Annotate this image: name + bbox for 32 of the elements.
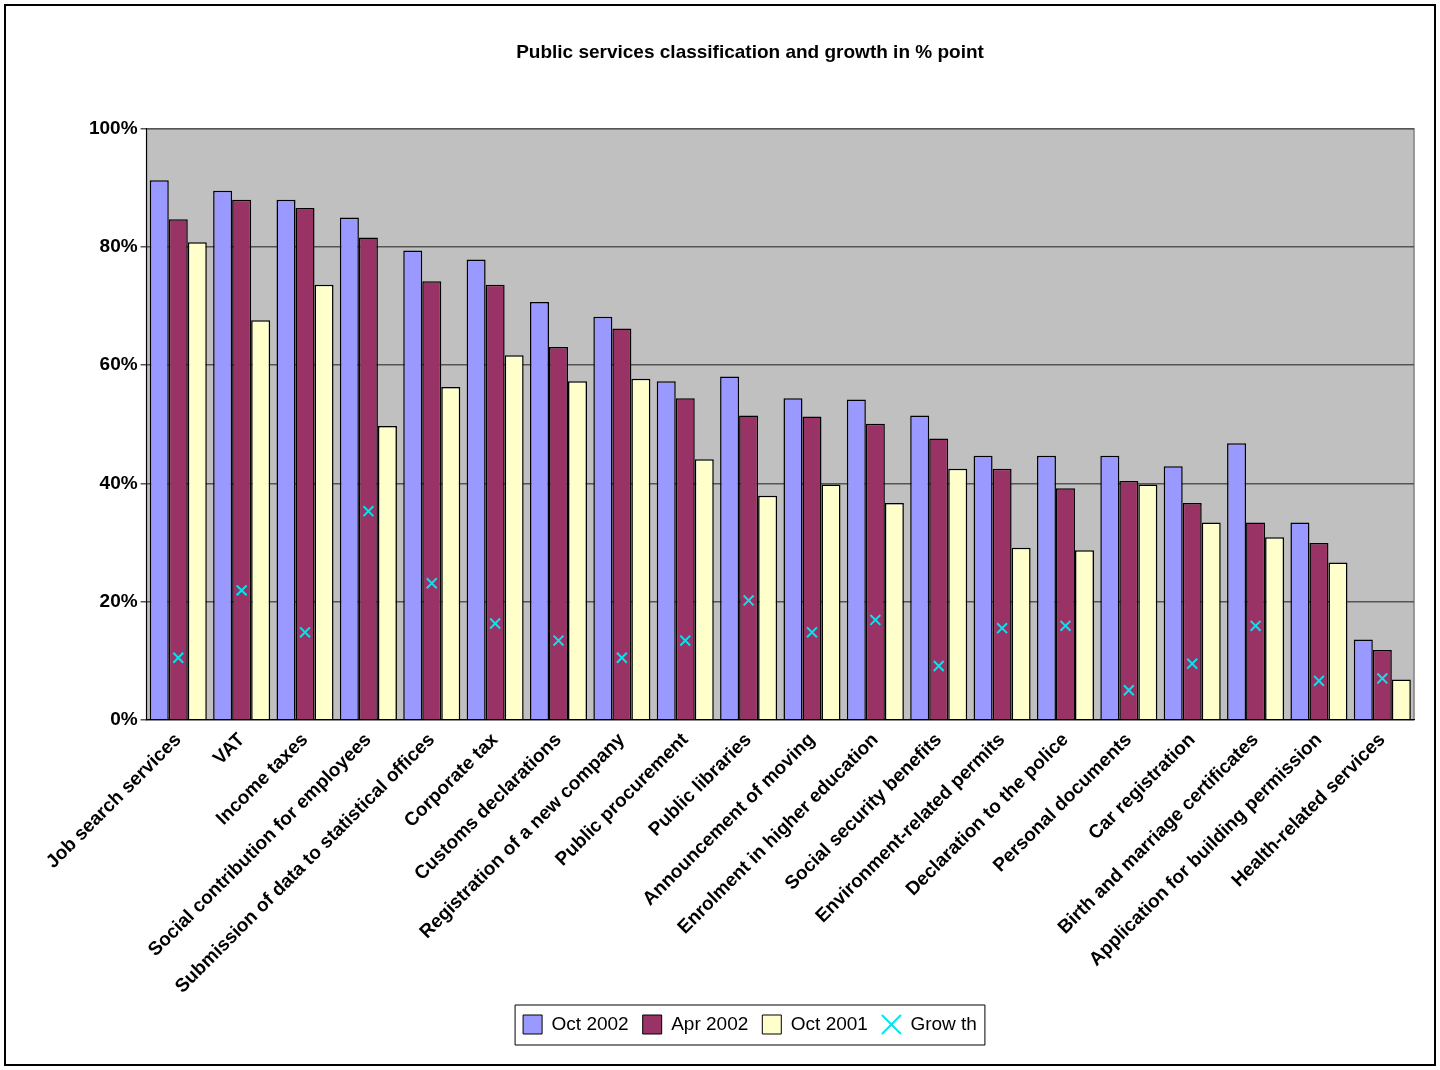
x-tick-label: VAT — [208, 728, 249, 769]
point — [425, 577, 438, 590]
point — [615, 651, 628, 664]
point — [806, 626, 818, 639]
y-tick-label: 0% — [110, 708, 138, 730]
legend-label: Apr 2002 — [671, 1012, 749, 1034]
legend-label: Oct 2002 — [551, 1012, 629, 1034]
point — [489, 617, 502, 630]
y-tick-label: 80% — [99, 235, 138, 257]
chart-title: Public services classification and growth in % point — [516, 40, 985, 62]
point — [1249, 619, 1262, 632]
y-tick-label: 100% — [88, 117, 138, 139]
point — [1059, 619, 1072, 632]
point — [1122, 684, 1135, 697]
y-tick-label: 20% — [99, 589, 138, 611]
point — [869, 613, 882, 626]
point — [172, 651, 185, 664]
point — [932, 660, 945, 672]
point — [552, 634, 565, 647]
point — [1186, 657, 1199, 670]
point — [679, 634, 692, 647]
legend-label: Oct 2001 — [790, 1012, 868, 1034]
legend-label: Grow th — [910, 1012, 977, 1034]
y-tick-label: 40% — [99, 471, 138, 493]
point — [742, 594, 755, 607]
point — [235, 584, 248, 597]
point — [996, 622, 1009, 635]
point — [1376, 672, 1389, 685]
point — [362, 505, 375, 518]
point — [1313, 674, 1325, 687]
point — [299, 626, 311, 639]
y-tick-label: 60% — [99, 353, 138, 375]
